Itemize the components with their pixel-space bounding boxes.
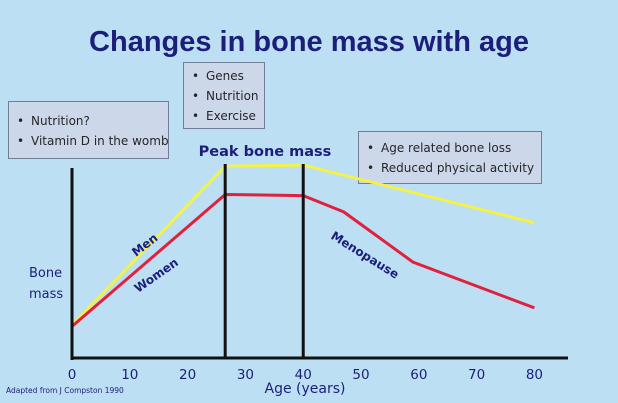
source-credit: Adapted from J Compston 1990 [6, 386, 124, 395]
y-axis-label-line1: Bone [29, 266, 62, 281]
women-series-label: Women [132, 255, 181, 295]
menopause-label: Menopause [328, 229, 401, 282]
factor-item: Nutrition? [9, 111, 168, 131]
factor-box-early-life: Nutrition? Vitamin D in the womb [8, 101, 169, 159]
women-series-line [71, 193, 535, 328]
x-tick-label: 70 [468, 367, 485, 383]
peak-bone-mass-label: Peak bone mass [199, 144, 332, 160]
factor-item: Age related bone loss [359, 138, 541, 158]
series-layer [70, 163, 535, 328]
x-tick-label: 50 [352, 367, 369, 383]
factor-box-peak: Genes Nutrition Exercise [183, 62, 265, 129]
x-axis-label: Age (years) [265, 381, 346, 397]
x-tick-label: 0 [68, 367, 77, 383]
x-tick-labels: 0 10 20 30 40 50 60 70 80 [68, 367, 543, 383]
x-tick-label: 40 [295, 367, 312, 383]
factor-item: Genes [184, 66, 264, 86]
factor-item: Exercise [184, 106, 264, 126]
factor-item: Reduced physical activity [359, 158, 541, 178]
factor-box-decline: Age related bone loss Reduced physical a… [358, 131, 542, 184]
men-series-line [70, 163, 535, 327]
slide-title: Changes in bone mass with age [89, 26, 529, 58]
x-tick-label: 80 [526, 367, 543, 383]
x-tick-label: 20 [179, 367, 196, 383]
x-tick-label: 30 [237, 367, 254, 383]
factor-item: Vitamin D in the womb [9, 131, 169, 151]
vline-layer [223, 164, 305, 358]
x-tick-label: 10 [121, 367, 138, 383]
x-tick-label: 60 [410, 367, 427, 383]
y-axis-label-line2: mass [29, 287, 63, 302]
factor-item: Nutrition [184, 86, 264, 106]
